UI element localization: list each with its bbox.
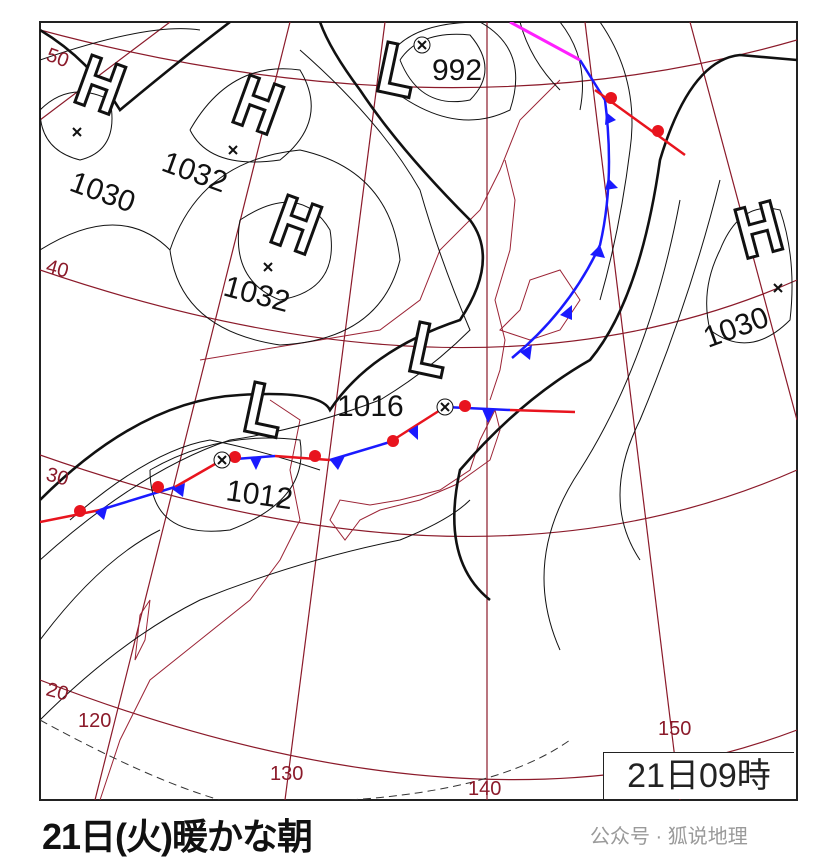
svg-text:120: 120 (78, 710, 111, 732)
coastlines (99, 79, 581, 800)
map-frame (39, 21, 798, 801)
map-caption: 21日(火)暖かな朝 (42, 816, 313, 857)
date-time-box: 21日09時 (603, 752, 794, 799)
svg-text:150: 150 (658, 718, 691, 740)
isobars (40, 22, 797, 800)
pressure-centers (72, 36, 783, 469)
svg-text:140: 140 (468, 778, 501, 800)
svg-text:130: 130 (270, 763, 303, 785)
fronts (40, 22, 686, 524)
watermark: 公众号 · 狐说地理 (590, 826, 748, 848)
svg-text:992: 992 (432, 54, 482, 87)
svg-text:1016: 1016 (337, 390, 404, 423)
